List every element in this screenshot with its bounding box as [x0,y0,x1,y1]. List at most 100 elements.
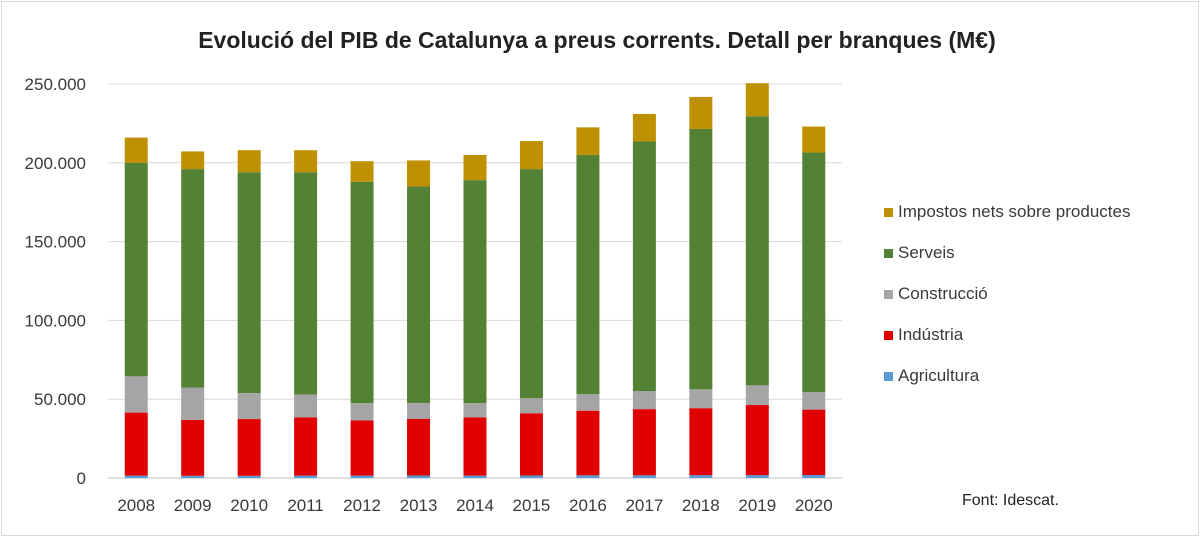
x-tick-label: 2017 [625,496,663,515]
bar-segment-serveis-2013 [407,186,431,403]
y-tick-label: 100.000 [25,311,86,330]
bar-segment-impostos-nets-sobre-productes-2015 [519,141,543,170]
bar-segment-impostos-nets-sobre-productes-2012 [350,161,374,182]
y-tick-label: 0 [77,469,86,488]
x-tick-label: 2019 [738,496,776,515]
bar-segment-impostos-nets-sobre-productes-2009 [181,151,205,170]
bar-segment-impostos-nets-sobre-productes-2017 [632,113,656,142]
bar-segment-ind-stria-2011 [294,417,318,476]
bar-segment-ind-stria-2009 [181,419,205,476]
bar-segment-construcci--2014 [463,403,487,418]
legend-label: Serveis [898,243,955,262]
bar-segment-agricultura-2020 [802,475,826,478]
legend-label: Construcció [898,284,988,303]
x-tick-label: 2016 [569,496,607,515]
bar-segment-impostos-nets-sobre-productes-2016 [576,127,600,155]
bar-segment-serveis-2015 [519,169,543,399]
bar-segment-impostos-nets-sobre-productes-2020 [802,126,826,153]
bar-segment-agricultura-2016 [576,475,600,478]
x-tick-label: 2012 [343,496,381,515]
y-tick-label: 200.000 [25,154,86,173]
bar-segment-ind-stria-2012 [350,420,374,476]
bar-segment-ind-stria-2013 [407,418,431,476]
bar-segment-agricultura-2010 [237,475,261,478]
bar-segment-ind-stria-2010 [237,419,261,476]
bar-segment-construcci--2009 [181,387,205,420]
bar-segment-agricultura-2012 [350,475,374,478]
bar-segment-serveis-2008 [124,162,148,377]
bar-segment-ind-stria-2017 [632,409,656,476]
legend-swatch [884,290,893,299]
bar-segment-serveis-2016 [576,154,600,395]
bar-segment-agricultura-2014 [463,475,487,478]
bar-segment-ind-stria-2008 [124,412,148,476]
x-tick-label: 2011 [287,496,324,515]
bar-segment-ind-stria-2019 [745,405,769,476]
bar-segment-ind-stria-2014 [463,417,487,476]
legend-label: Agricultura [898,366,980,385]
bar-segment-impostos-nets-sobre-productes-2019 [745,83,769,117]
bar-segment-agricultura-2008 [124,475,148,478]
bar-segment-serveis-2020 [802,152,826,393]
y-tick-label: 150.000 [25,233,86,252]
bar-segment-serveis-2009 [181,169,205,388]
bar-segment-serveis-2014 [463,180,487,404]
legend-label: Impostos nets sobre productes [898,202,1130,221]
y-tick-label: 50.000 [34,390,86,409]
bar-segment-ind-stria-2018 [689,408,713,476]
bars [124,83,826,478]
bar-segment-serveis-2018 [689,128,713,390]
bar-segment-agricultura-2015 [519,475,543,478]
bar-segment-construcci--2013 [407,402,431,419]
bar-segment-impostos-nets-sobre-productes-2014 [463,154,487,181]
x-tick-label: 2020 [795,496,833,515]
legend-swatch [884,208,893,217]
bar-segment-ind-stria-2016 [576,410,600,476]
bar-segment-ind-stria-2015 [519,413,543,476]
legend-swatch [884,249,893,258]
bar-segment-impostos-nets-sobre-productes-2010 [237,150,261,173]
legend: Impostos nets sobre productes Serveis Cons… [884,202,1130,385]
bar-segment-construcci--2017 [632,391,656,410]
y-axis: 0 50.000 100.000 150.000 200.000 250.000 [25,75,86,488]
bar-segment-impostos-nets-sobre-productes-2018 [689,96,713,129]
bar-segment-serveis-2019 [745,116,769,386]
legend-swatch [884,372,893,381]
x-tick-label: 2014 [456,496,494,515]
chart-title: Evolució del PIB de Catalunya a preus co… [198,27,996,53]
bar-segment-serveis-2011 [294,172,318,395]
bar-segment-ind-stria-2020 [802,409,826,476]
bar-segment-impostos-nets-sobre-productes-2011 [294,150,318,173]
bar-segment-agricultura-2013 [407,475,431,478]
x-tick-label: 2010 [230,496,268,515]
bar-segment-construcci--2018 [689,389,713,409]
bar-segment-construcci--2012 [350,403,374,421]
bar-segment-agricultura-2011 [294,475,318,478]
bar-segment-serveis-2012 [350,181,374,404]
bar-segment-construcci--2015 [519,398,543,414]
bar-segment-construcci--2011 [294,394,318,418]
bar-segment-impostos-nets-sobre-productes-2013 [407,160,431,187]
legend-label: Indústria [898,325,964,344]
bar-segment-construcci--2010 [237,393,261,420]
bar-segment-construcci--2016 [576,394,600,411]
bar-segment-serveis-2010 [237,172,261,394]
x-tick-label: 2018 [682,496,720,515]
x-tick-label: 2015 [513,496,551,515]
bar-segment-serveis-2017 [632,141,656,392]
y-tick-label: 250.000 [25,75,86,94]
bar-segment-agricultura-2018 [689,475,713,478]
x-tick-label: 2009 [174,496,212,515]
x-tick-label: 2013 [400,496,438,515]
bar-segment-construcci--2020 [802,392,826,410]
x-tick-label: 2008 [117,496,155,515]
x-axis: 2008 2009 2010 2011 2012 2013 2014 2015 2016 2017… [117,496,832,515]
bar-segment-construcci--2019 [745,385,769,406]
legend-swatch [884,331,893,340]
bar-segment-construcci--2008 [124,376,148,413]
bar-segment-agricultura-2017 [632,475,656,478]
bar-segment-impostos-nets-sobre-productes-2008 [124,137,148,163]
source-note: Font: Idescat. [962,492,1059,509]
bar-segment-agricultura-2019 [745,475,769,478]
